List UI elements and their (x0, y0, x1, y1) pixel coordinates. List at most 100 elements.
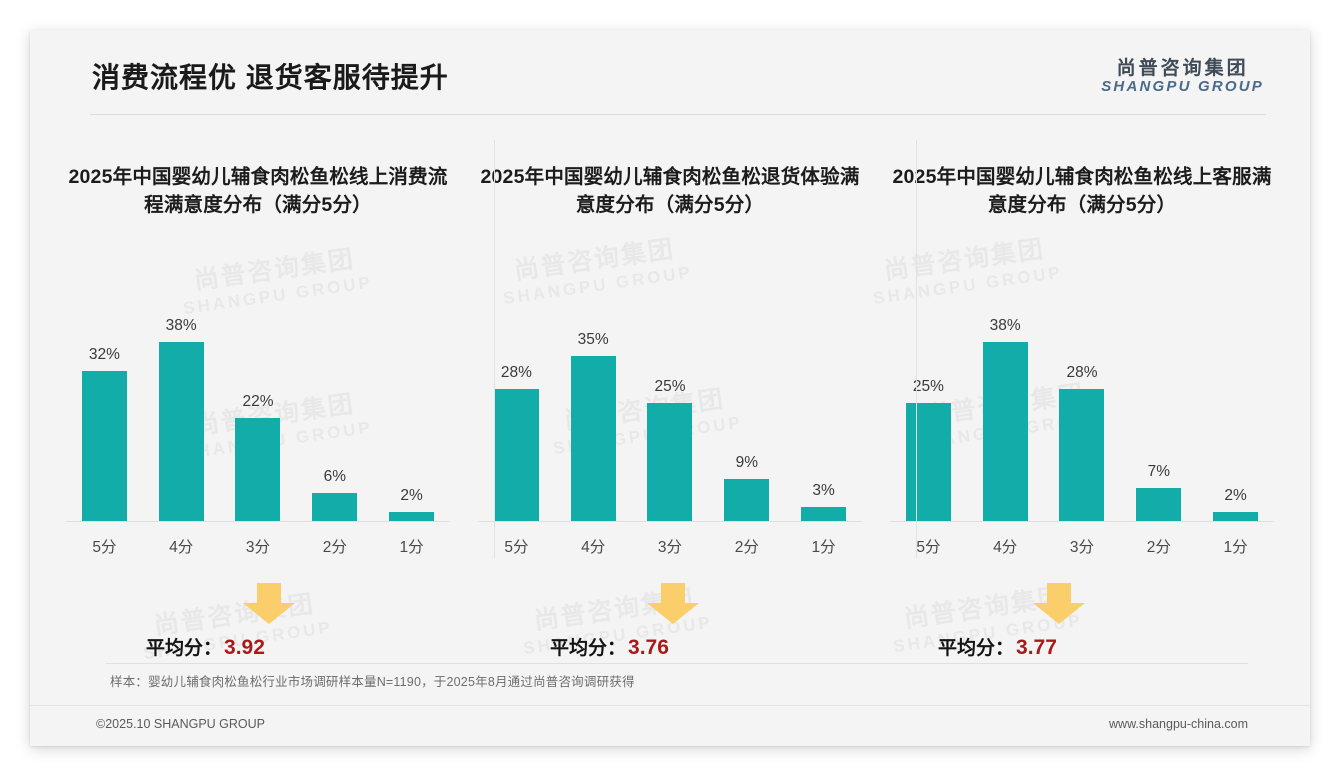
bar-value-label: 28% (500, 363, 532, 381)
chart-title: 2025年中国婴幼儿辅食肉松鱼松退货体验满意度分布（满分5分） (480, 166, 860, 216)
arrow-down-icon (242, 582, 296, 625)
bar-group: 7% (1122, 294, 1195, 521)
bar (570, 355, 616, 521)
bar-value-label: 32% (88, 345, 120, 363)
x-axis-tick-label: 1分 (1223, 538, 1248, 556)
sample-footnote: 样本：婴幼儿辅食肉松鱼松行业市场调研样本量N=1190，于2025年8月通过尚普… (110, 675, 635, 689)
bar-group: 28% (480, 294, 553, 521)
bar (493, 388, 539, 521)
header-divider (90, 114, 1266, 115)
bar-value-label: 28% (1066, 363, 1098, 381)
average-score-label: 平均分： (146, 637, 223, 659)
bar-plot: 28% 35% 25% 9% 3% (478, 294, 862, 522)
average-score-label: 平均分： (938, 637, 1015, 659)
bar-value-label: 9% (735, 453, 758, 471)
average-score-block: 平均分：3.77 (890, 582, 1274, 678)
chart-title: 2025年中国婴幼儿辅食肉松鱼松线上消费流程满意度分布（满分5分） (68, 166, 448, 216)
footnote-divider (106, 663, 1248, 664)
bar-value-label: 25% (654, 377, 686, 395)
bar-group: 25% (634, 294, 707, 521)
x-axis-tick-label: 1分 (399, 538, 424, 556)
bar-plot: 32% 38% 22% 6% 2% (66, 294, 450, 522)
chart-panel-return-experience: 2025年中国婴幼儿辅食肉松鱼松退货体验满意度分布（满分5分） 28% 35% 25… (464, 164, 876, 678)
average-score-line: 平均分：3.76 (550, 633, 669, 660)
copyright-text: ©2025.10 SHANGPU GROUP (96, 717, 265, 731)
bar-value-label: 2% (400, 486, 423, 504)
bar (647, 402, 693, 521)
bar-plot: 25% 38% 28% 7% 2% (890, 294, 1274, 522)
bar-group: 2% (1199, 294, 1272, 521)
bar-group: 35% (557, 294, 630, 521)
bar-value-label: 6% (323, 467, 346, 485)
bar-value-label: 35% (577, 330, 609, 348)
bar-value-label: 38% (989, 316, 1021, 334)
average-score-line: 平均分：3.92 (146, 633, 265, 660)
bar-group: 38% (969, 294, 1042, 521)
x-axis-labels: 5分 4分 3分 2分 1分 (66, 535, 450, 557)
x-axis-tick-label: 3分 (657, 538, 683, 556)
x-axis-tick-label: 4分 (169, 538, 194, 556)
x-axis-tick-label: 2分 (322, 538, 347, 556)
x-axis-tick-label: 2分 (1146, 538, 1171, 556)
brand-logo: 尚普咨询集团 SHANGPU GROUP (1101, 58, 1264, 96)
x-axis-tick-label: 5分 (92, 538, 117, 556)
x-axis-tick-label: 5分 (504, 538, 529, 556)
footer-divider (30, 705, 1310, 706)
bar (235, 417, 281, 521)
bar (312, 492, 358, 521)
x-axis-tick-label: 4分 (581, 538, 606, 556)
bar-value-label: 25% (912, 377, 944, 395)
average-score-label: 平均分： (550, 637, 627, 659)
bar (905, 402, 951, 521)
bar (801, 506, 847, 521)
arrow-down-icon (646, 582, 700, 625)
bar-value-label: 22% (242, 392, 274, 410)
panel-divider-2 (916, 140, 917, 558)
chart-title: 2025年中国婴幼儿辅食肉松鱼松线上客服满意度分布（满分5分） (892, 166, 1272, 216)
charts-row: 2025年中国婴幼儿辅食肉松鱼松线上消费流程满意度分布（满分5分） 32% 38%… (30, 118, 1310, 678)
average-score-value: 3.76 (628, 635, 669, 659)
bar (389, 511, 435, 521)
bar-group: 2% (375, 294, 448, 521)
x-axis-tick-label: 3分 (1069, 538, 1095, 556)
bar-group: 3% (787, 294, 860, 521)
x-axis-labels: 5分 4分 3分 2分 1分 (478, 535, 862, 557)
bar-group: 6% (298, 294, 371, 521)
x-axis-tick-label: 2分 (734, 538, 759, 556)
slide-card: 消费流程优 退货客服待提升 尚普咨询集团 SHANGPU GROUP 尚普咨询集… (30, 30, 1310, 746)
bar-group: 9% (710, 294, 783, 521)
panel-divider-1 (494, 140, 495, 558)
x-axis-tick-label: 4分 (993, 538, 1018, 556)
average-score-value: 3.77 (1016, 635, 1057, 659)
x-axis-tick-label: 5分 (916, 538, 941, 556)
bar (1213, 511, 1259, 521)
arrow-down-icon (1032, 582, 1086, 625)
x-axis-labels: 5分 4分 3分 2分 1分 (890, 535, 1274, 557)
chart-panel-customer-service: 2025年中国婴幼儿辅食肉松鱼松线上客服满意度分布（满分5分） 25% 38% 28… (876, 164, 1288, 678)
bar-value-label: 2% (1224, 486, 1247, 504)
x-axis-tick-label: 3分 (245, 538, 271, 556)
bar-value-label: 38% (165, 316, 197, 334)
x-axis-tick-label: 1分 (811, 538, 836, 556)
bar (982, 341, 1028, 521)
bar-group: 32% (68, 294, 141, 521)
average-score-value: 3.92 (224, 635, 265, 659)
bar-group: 25% (892, 294, 965, 521)
bar-group: 28% (1046, 294, 1119, 521)
website-url[interactable]: www.shangpu-china.com (1109, 717, 1248, 731)
brand-name-cn: 尚普咨询集团 (1116, 58, 1249, 79)
bar (1136, 487, 1182, 521)
bar (158, 341, 204, 521)
average-score-block: 平均分：3.76 (478, 582, 862, 678)
bar-group: 22% (222, 294, 295, 521)
bar (81, 370, 127, 521)
bar-value-label: 7% (1147, 462, 1170, 480)
chart-panel-consumption-flow: 2025年中国婴幼儿辅食肉松鱼松线上消费流程满意度分布（满分5分） 32% 38%… (52, 164, 464, 678)
average-score-line: 平均分：3.77 (938, 633, 1057, 660)
bar-value-label: 3% (812, 481, 835, 499)
page-title: 消费流程优 退货客服待提升 (92, 62, 449, 93)
brand-name-en: SHANGPU GROUP (1101, 78, 1264, 96)
slide-header: 消费流程优 退货客服待提升 尚普咨询集团 SHANGPU GROUP (30, 30, 1310, 118)
bar-group: 38% (145, 294, 218, 521)
slide-footer: ©2025.10 SHANGPU GROUP www.shangpu-china… (30, 706, 1310, 746)
